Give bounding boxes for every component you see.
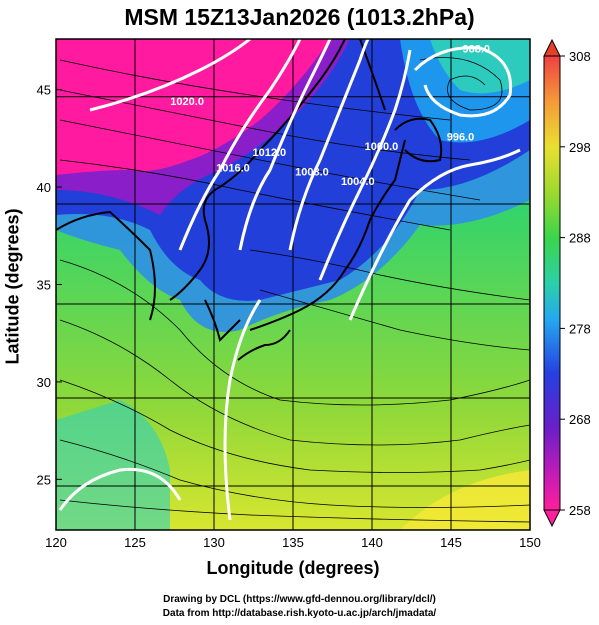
colorbar-gradient (543, 55, 561, 511)
isobars (58, 39, 521, 521)
x-tick-label: 125 (124, 535, 146, 550)
colorbar-min-arrow (543, 509, 561, 528)
y-tick-label: 30 (37, 375, 51, 390)
x-axis-title: Longitude (degrees) (206, 558, 380, 578)
isobar-label: 1008.0 (295, 166, 329, 178)
colorbar-tick-label: 278 (569, 321, 591, 336)
colorbar-tick-label: 288 (569, 231, 591, 246)
colorbar-max-arrow (543, 38, 561, 57)
credit-drawing: Drawing by DCL (https://www.gfd-dennou.o… (163, 594, 436, 605)
y-tick-label: 25 (37, 472, 51, 487)
colorbar-tick-label: 258 (569, 503, 591, 518)
colorbar-tick-label: 298 (569, 140, 591, 155)
x-axis-ticks: 120 125 130 135 140 145 150 (45, 524, 541, 550)
colorbar-tick-label: 308 (569, 49, 591, 64)
isobar-label: 1012.0 (252, 147, 286, 159)
colorbar-tick-label: 268 (569, 412, 591, 427)
isobar-label: 988.0 (463, 44, 491, 56)
y-axis-title: Latitude (degrees) (2, 208, 23, 365)
x-tick-label: 120 (45, 535, 67, 550)
credit-data: Data from http://database.rish.kyoto-u.a… (162, 608, 437, 619)
isobar-label: 1004.0 (341, 176, 375, 188)
x-tick-label: 130 (203, 535, 225, 550)
y-axis-ticks: 25 30 35 40 45 (37, 83, 62, 487)
colorbar: 308 298 288 278 268 258 (543, 38, 591, 528)
colorbar-ticks: 308 298 288 278 268 258 (560, 49, 591, 518)
wind-streamlines (59, 57, 530, 523)
y-tick-label: 45 (37, 83, 51, 98)
isobar-label: 1020.0 (170, 96, 204, 108)
x-tick-label: 135 (282, 535, 304, 550)
y-tick-label: 40 (37, 180, 51, 195)
x-tick-label: 140 (361, 535, 383, 550)
x-tick-label: 145 (440, 535, 462, 550)
coastlines (56, 39, 443, 361)
isobar-label: 1000.0 (365, 141, 399, 153)
x-tick-label: 150 (519, 535, 541, 550)
chart-title: MSM 15Z13Jan2026 (1013.2hPa) (124, 4, 475, 30)
isobar-label: 1016.0 (216, 162, 250, 174)
y-tick-label: 35 (37, 278, 51, 293)
isobar-label: 996.0 (447, 131, 475, 143)
